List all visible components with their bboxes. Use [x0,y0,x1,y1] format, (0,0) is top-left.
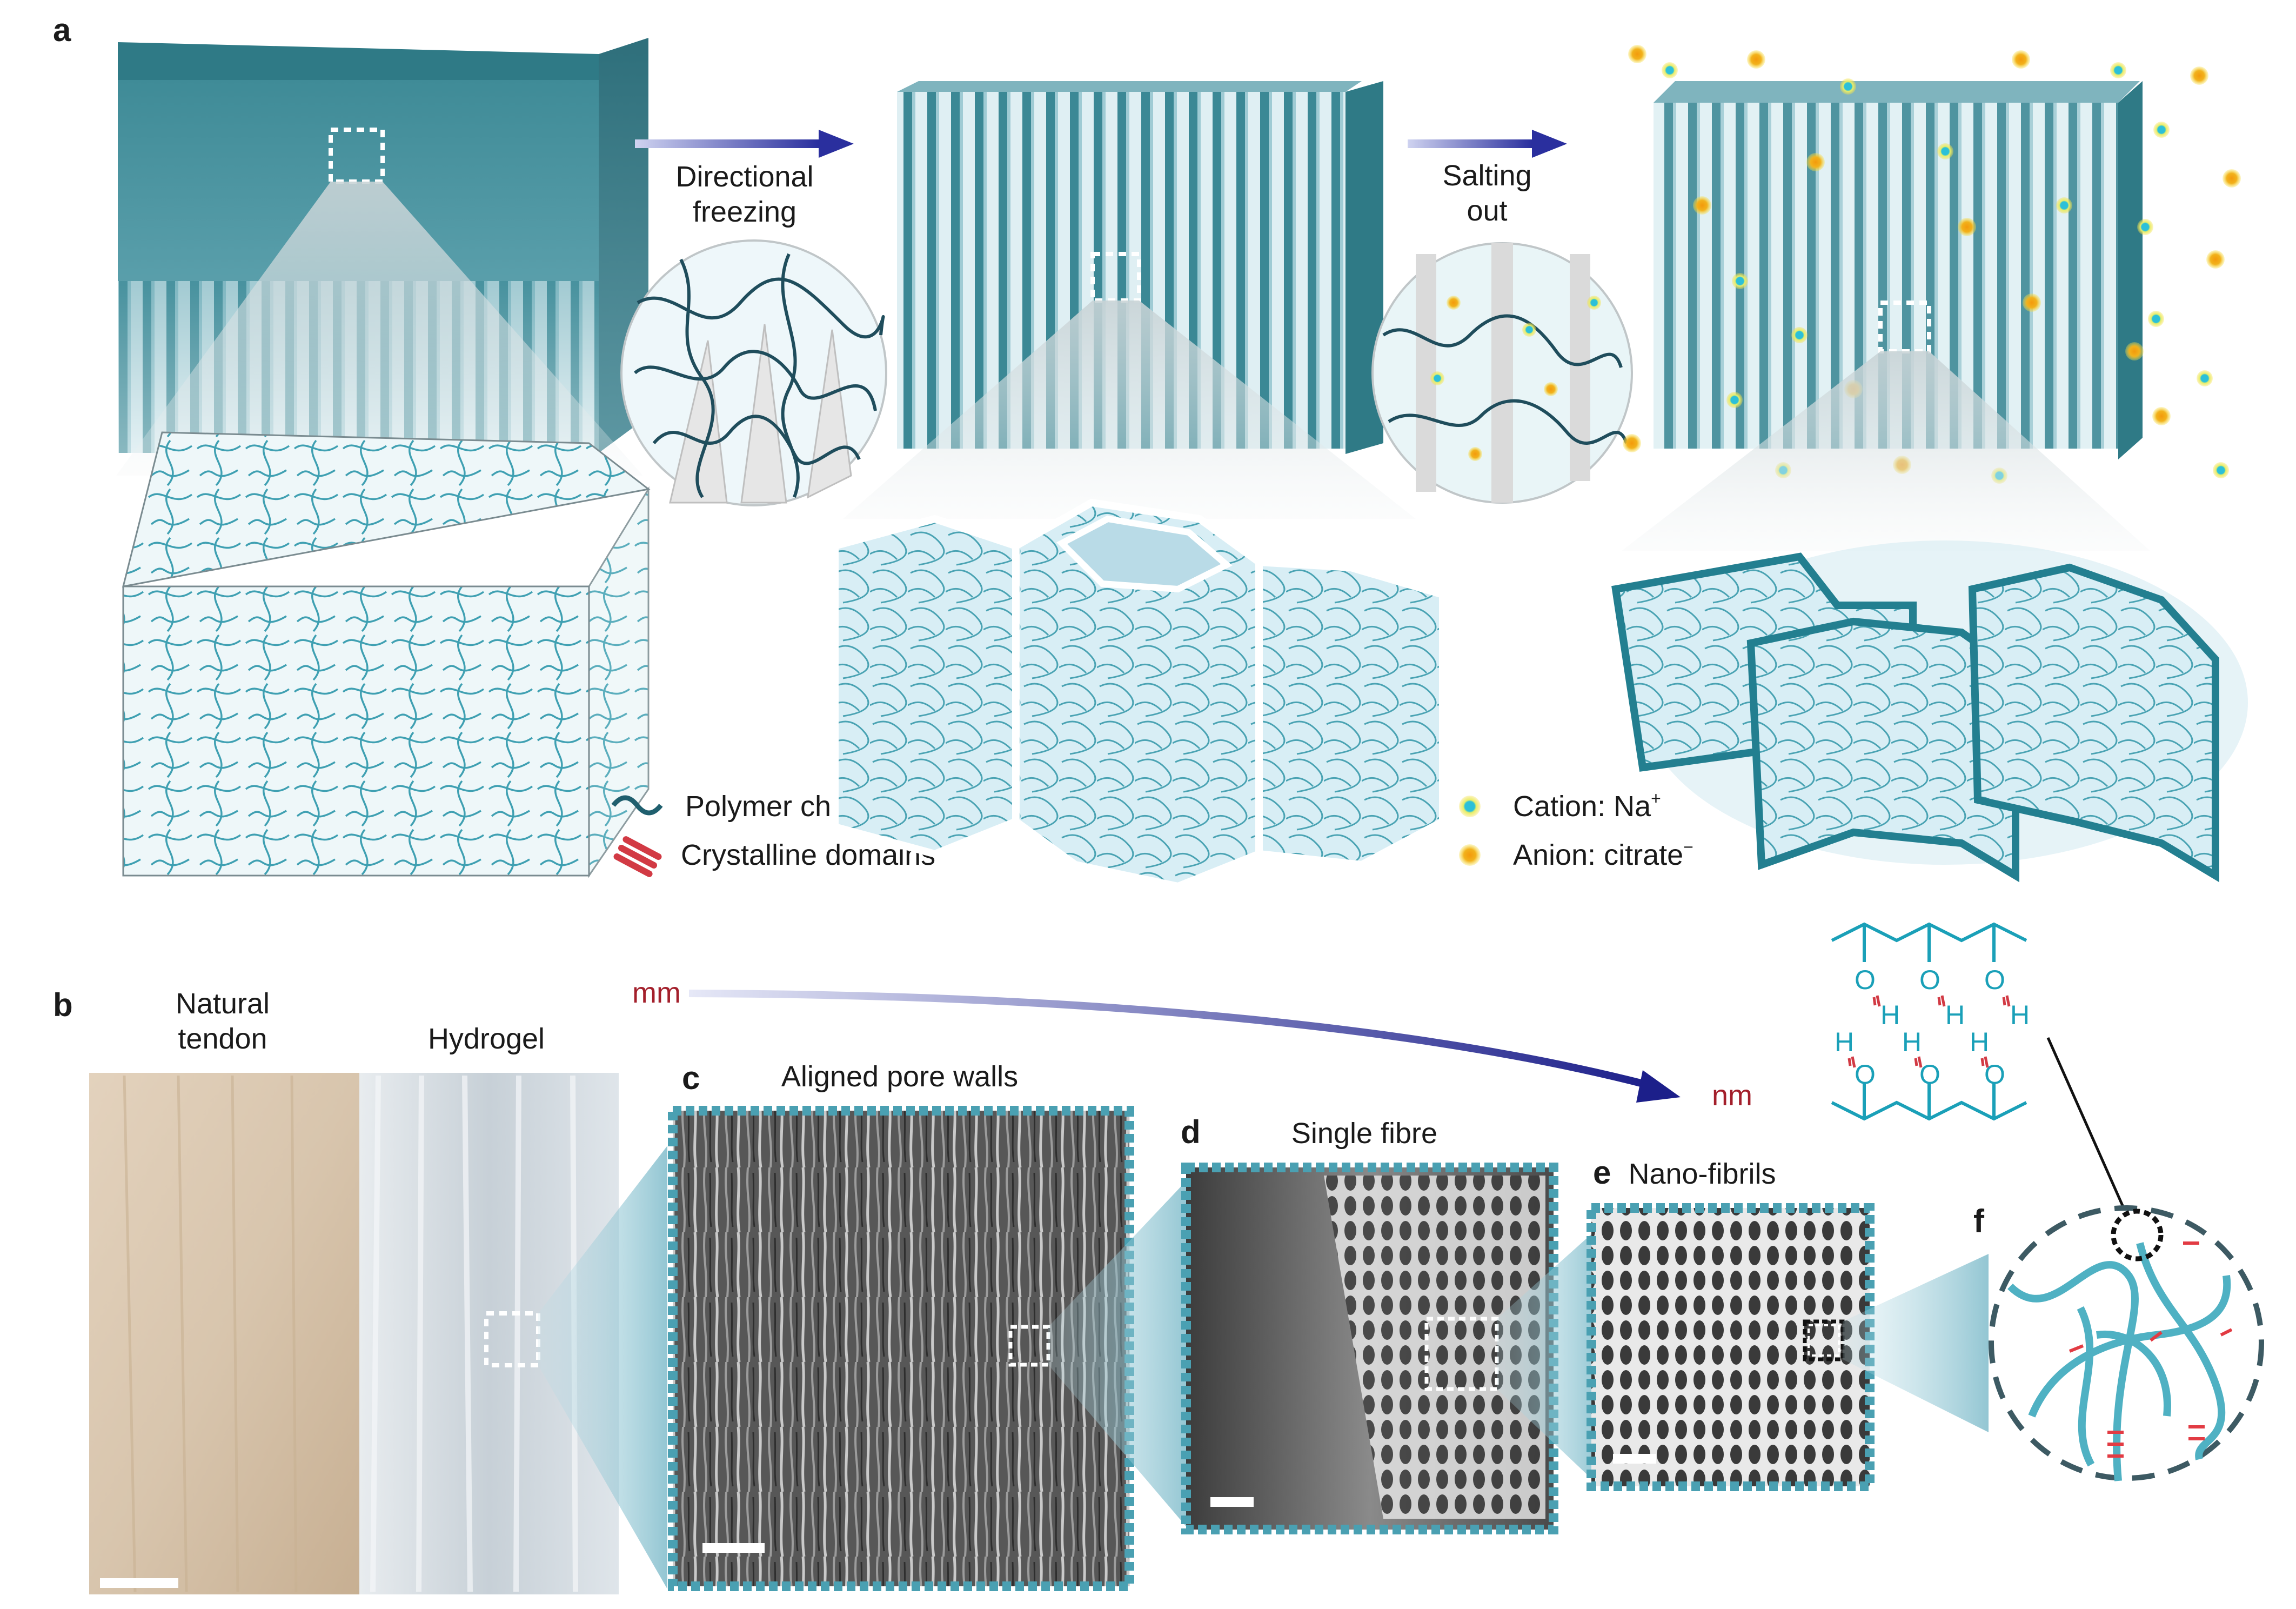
arrow-head-2 [1532,130,1567,158]
oxygen-atom-4: O [1855,1059,1876,1090]
zoom-cone-e [1843,1254,1989,1432]
folded-pore-walls [1611,540,2248,883]
legend-cation: Cation: Na+ [1513,789,1661,823]
cation-icon [1459,796,1481,817]
aligned-pore-walls-label: Aligned pore walls [781,1060,1018,1093]
nano-fibrils-label: Nano-fibrils [1628,1158,1776,1190]
natural-tendon-label-line2: tendon [178,1023,267,1055]
anion-icon [1459,844,1481,866]
ion-zoom-circle [1371,242,1633,504]
scale-start-label: mm [632,977,681,1009]
hydrogen-atom-2: H [1945,1000,1965,1030]
panel-label-a: a [53,12,71,48]
panel-label-b: b [53,987,73,1023]
hydrogel-photo [359,1073,619,1594]
hydrogen-atom-3: H [2010,1000,2030,1030]
panel-label-f: f [1973,1203,1985,1239]
crystalline-domains-icon [613,836,662,877]
directional-freezing-line1: Directional [675,161,813,193]
panel-label-e: e [1593,1154,1611,1191]
hydrogel-label: Hydrogel [428,1023,545,1055]
directional-freezing-line2: freezing [693,196,796,228]
hydrogen-atom-4: H [1835,1027,1854,1057]
zoom-funnel-2 [843,301,1416,519]
fibril-network-circle [1989,1205,2264,1481]
sem-single-fibre [1181,1163,1558,1534]
hydrogen-bond-structure: O O O H H H H H H O O O [1831,922,2136,1233]
scale-arrow: mm nm [632,977,1752,1112]
scale-end-label: nm [1712,1079,1752,1112]
arrow-head-1 [819,130,854,158]
oxygen-atom-5: O [1919,1059,1940,1090]
panel-label-d: d [1181,1114,1201,1150]
scale-bar-b [100,1578,178,1588]
zoom-cone-d [1497,1227,1599,1486]
ice-crystal-zoom-circle [620,239,887,506]
natural-tendon-photo [89,1073,359,1594]
hydrogen-atom-5: H [1902,1027,1922,1057]
amorphous-network-cube [122,431,651,878]
polymer-chain-icon [611,795,663,816]
panel-label-c: c [682,1060,700,1096]
honeycomb-pore-walls [831,498,1447,891]
salting-out-line1: Salting [1442,159,1531,192]
process-arrow-2 [1408,139,1532,148]
zoom-cone-b [538,1146,667,1589]
scale-arrow-head [1636,1070,1681,1103]
directional-freezing-step: Directional freezing [635,130,854,228]
oxygen-atom-1: O [1855,965,1876,995]
legend-polymer: Polymer chain Crystalline domains [611,790,935,877]
scale-arrow-path [688,990,1655,1090]
process-arrow-1 [635,139,819,148]
scale-bar-d [1210,1497,1254,1507]
zoom-cone-c [1048,1178,1189,1530]
oxygen-atom-2: O [1919,965,1940,995]
hydrogen-atom-6: H [1970,1027,1989,1057]
legend-ions: Cation: Na+ Anion: citrate− [1459,789,1693,871]
zoom-funnel-3 [1621,351,2151,551]
natural-tendon-label-line1: Natural [176,987,270,1020]
salting-out-line2: out [1467,195,1507,227]
sem-nano-fibrils [1587,1203,1875,1491]
scale-bar-e [1613,1454,1656,1464]
oxygen-atom-3: O [1984,965,2005,995]
single-fibre-label: Single fibre [1291,1117,1437,1150]
salting-out-step: Salting out [1408,130,1567,227]
zoom-funnel-1 [116,182,643,476]
scale-bar-c [702,1543,765,1553]
legend-anion: Anion: citrate− [1513,837,1693,871]
hydrogen-atom-1: H [1880,1000,1900,1030]
